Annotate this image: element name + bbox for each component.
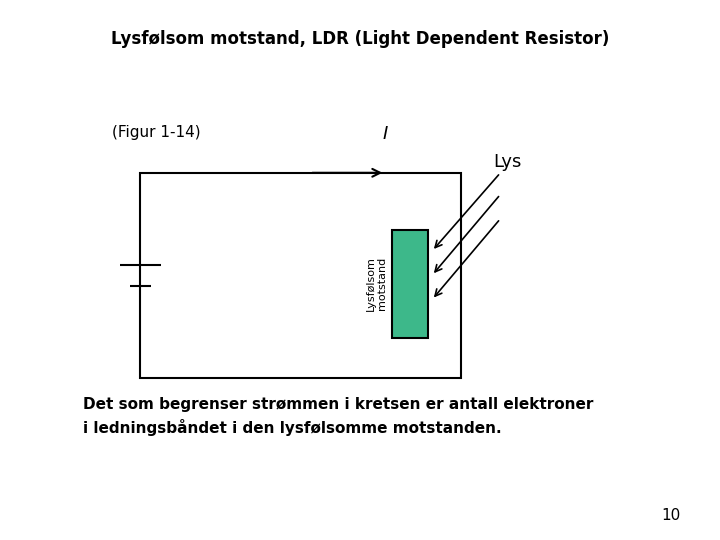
Text: (Figur 1-14): (Figur 1-14) [112, 125, 200, 140]
Text: Lysfølsom
motstand: Lysfølsom motstand [366, 256, 387, 311]
Bar [140, 173, 461, 378]
Bar [392, 230, 428, 338]
Text: I: I [382, 125, 388, 143]
Text: Det som begrenser strømmen i kretsen er antall elektroner: Det som begrenser strømmen i kretsen er … [83, 397, 593, 412]
Text: Lysfølsom motstand, LDR (Light Dependent Resistor): Lysfølsom motstand, LDR (Light Dependent… [111, 30, 609, 48]
Text: 10: 10 [661, 508, 680, 523]
Text: Lys: Lys [493, 153, 521, 171]
Text: i ledningsbåndet i den lysfølsomme motstanden.: i ledningsbåndet i den lysfølsomme motst… [83, 418, 501, 435]
